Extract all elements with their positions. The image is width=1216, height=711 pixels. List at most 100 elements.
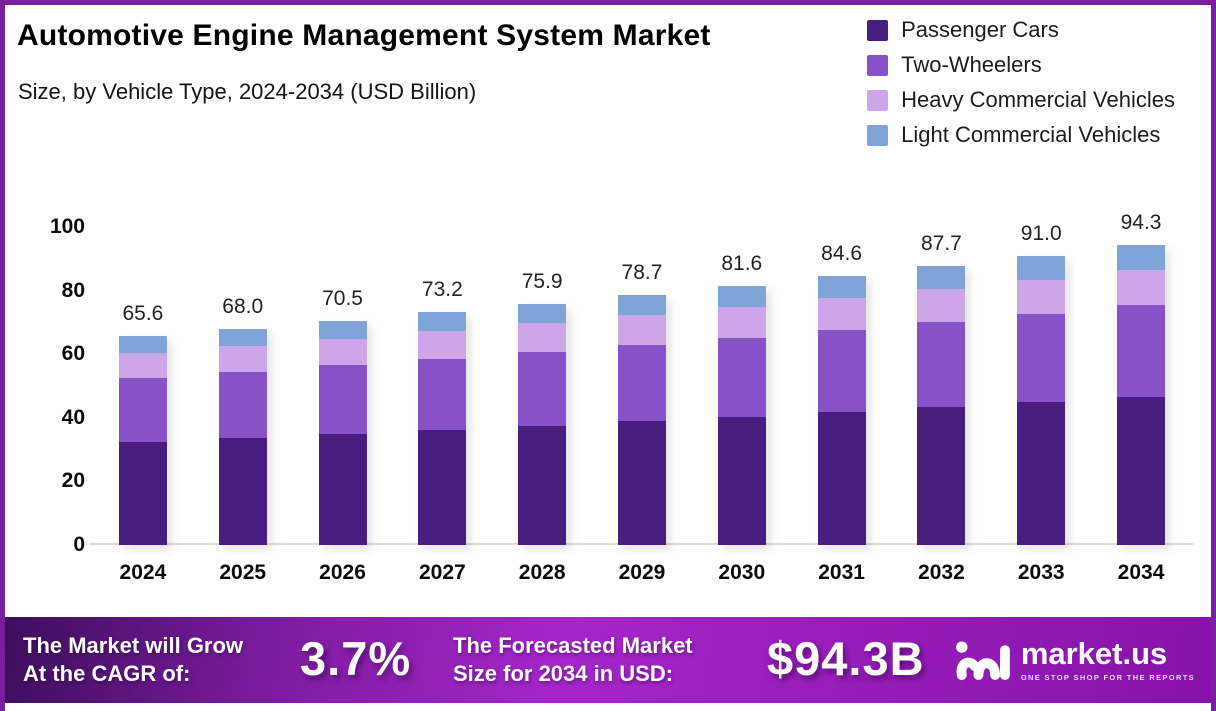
bar-stack: [1117, 245, 1166, 545]
bar-column-2029: 78.7 2029: [592, 227, 692, 584]
bar-total-label: 81.6: [721, 251, 763, 275]
brand-name: market.us: [1020, 636, 1168, 671]
bar-segment-passenger-cars: [518, 425, 567, 545]
bar-segment-light-commercial-vehicles: [1017, 255, 1066, 280]
bar-total-label: 87.7: [920, 232, 962, 256]
bar-segment-two-wheelers: [817, 330, 866, 413]
y-axis-tick: 80: [61, 278, 85, 302]
bar-segment-light-commercial-vehicles: [917, 266, 966, 290]
bar-total-label: 84.6: [821, 241, 863, 265]
marketus-logo-icon: [955, 641, 1010, 681]
bar-segment-light-commercial-vehicles: [218, 328, 267, 347]
bar-segment-light-commercial-vehicles: [817, 276, 866, 299]
bar-segment-light-commercial-vehicles: [1117, 245, 1166, 270]
bar-segment-passenger-cars: [1117, 396, 1166, 545]
forecast-label-line2: Size for 2034 in USD:: [453, 660, 674, 686]
bar-stack: [318, 320, 367, 545]
bar-segment-two-wheelers: [1017, 313, 1066, 403]
y-axis-tick: 100: [49, 215, 85, 238]
bar-segment-two-wheelers: [617, 345, 666, 422]
bar-segment-heavy-commercial-vehicles: [917, 289, 966, 323]
bar-column-2025: 68.0 2025: [193, 227, 293, 584]
bar-segment-heavy-commercial-vehicles: [717, 306, 766, 338]
bar-segment-heavy-commercial-vehicles: [118, 353, 167, 378]
y-axis-tick: 40: [61, 405, 85, 429]
bar-segment-light-commercial-vehicles: [518, 303, 567, 324]
bar-column-2031: 84.6 2031: [792, 227, 892, 584]
bar-segment-passenger-cars: [1017, 402, 1066, 545]
page-title: Automotive Engine Management System Mark…: [17, 19, 711, 52]
x-axis-label: 2025: [219, 561, 267, 584]
bar-column-2030: 81.6 2030: [692, 227, 792, 584]
bars: 65.6 2024 68.0 2025 70.5 2026 73.2 2027 75.9 2028…: [93, 211, 1191, 584]
bar-column-2032: 87.7 2032: [892, 227, 992, 584]
x-axis-label: 2029: [618, 561, 666, 584]
bar-total-label: 73.2: [421, 278, 463, 302]
brand-tagline: ONE STOP SHOP FOR THE REPORTS: [1020, 673, 1195, 682]
page-subtitle: Size, by Vehicle Type, 2024-2034 (USD Bi…: [18, 79, 477, 104]
forecast-value: $94.3B: [767, 632, 925, 685]
legend-label: Passenger Cars: [901, 17, 1059, 42]
bar-stack: [118, 336, 167, 545]
bar-segment-passenger-cars: [817, 412, 866, 545]
y-axis-tick: 20: [61, 469, 85, 493]
bar-segment-two-wheelers: [717, 337, 766, 417]
bar-column-2034: 94.3 2034: [1091, 211, 1191, 584]
bar-segment-two-wheelers: [1117, 305, 1166, 397]
bar-stack: [1017, 255, 1066, 545]
bar-segment-light-commercial-vehicles: [418, 312, 467, 332]
y-axis-tick: 0: [73, 533, 85, 556]
forecast-label-line1: The Forecasted Market: [453, 633, 693, 658]
cagr-value: 3.7%: [300, 632, 412, 685]
bar-stack: [817, 276, 866, 545]
bar-total-label: 91.0: [1020, 221, 1062, 245]
bar-segment-light-commercial-vehicles: [118, 336, 167, 354]
bar-segment-passenger-cars: [717, 416, 766, 545]
bar-segment-heavy-commercial-vehicles: [218, 346, 267, 372]
footer-banner: The Market will Grow At the CAGR of: 3.7…: [5, 617, 1211, 703]
bar-column-2024: 65.6 2024: [93, 227, 193, 584]
cagr-label-line2: At the CAGR of:: [23, 660, 191, 686]
x-axis-label: 2031: [818, 561, 865, 584]
bar-segment-two-wheelers: [318, 365, 367, 434]
border-gap-decoration: [0, 655, 5, 693]
legend-label: Two-Wheelers: [901, 52, 1042, 77]
legend-swatch-passenger-cars-icon: [867, 19, 889, 41]
bar-stack: [917, 266, 966, 545]
bar-column-2028: 75.9 2028: [492, 227, 592, 584]
bar-segment-two-wheelers: [518, 351, 567, 426]
bar-segment-heavy-commercial-vehicles: [817, 298, 866, 331]
legend-item-two-wheelers: Two-Wheelers: [867, 52, 1175, 78]
brand-text: market.us ONE STOP SHOP FOR THE REPORTS: [1021, 638, 1195, 682]
legend-label: Light Commercial Vehicles: [901, 122, 1161, 147]
legend-swatch-light-commercial-vehicles-icon: [867, 124, 889, 146]
legend-item-passenger-cars: Passenger Cars: [867, 17, 1175, 43]
bar-column-2026: 70.5 2026: [293, 227, 393, 584]
bar-segment-passenger-cars: [218, 437, 267, 545]
cagr-label: The Market will Grow At the CAGR of:: [23, 632, 243, 688]
bar-total-label: 94.3: [1120, 211, 1162, 235]
bar-segment-light-commercial-vehicles: [617, 294, 666, 316]
x-axis-label: 2034: [1117, 561, 1165, 584]
bar-total-label: 65.6: [122, 302, 164, 326]
bar-segment-light-commercial-vehicles: [717, 285, 766, 307]
bar-segment-passenger-cars: [917, 407, 966, 545]
bar-segment-passenger-cars: [118, 441, 167, 545]
x-axis-label: 2024: [119, 561, 167, 584]
bar-segment-heavy-commercial-vehicles: [1017, 279, 1066, 314]
bar-stack: [518, 303, 567, 545]
x-axis-label: 2033: [1017, 561, 1065, 584]
bar-segment-heavy-commercial-vehicles: [1117, 269, 1166, 306]
bar-segment-heavy-commercial-vehicles: [318, 338, 367, 366]
bar-segment-two-wheelers: [917, 322, 966, 408]
legend-item-heavy-commercial-vehicles: Heavy Commercial Vehicles: [867, 87, 1175, 113]
cagr-label-line1: The Market will Grow: [23, 633, 244, 658]
bar-stack: [617, 294, 666, 545]
legend-swatch-heavy-commercial-vehicles-icon: [867, 89, 889, 111]
bar-segment-heavy-commercial-vehicles: [617, 315, 666, 346]
bar-total-label: 75.9: [521, 269, 563, 293]
bar-stack: [418, 312, 467, 545]
forecast-label: The Forecasted Market Size for 2034 in U…: [453, 632, 693, 688]
bar-segment-passenger-cars: [318, 434, 367, 545]
bar-column-2027: 73.2 2027: [392, 227, 492, 584]
